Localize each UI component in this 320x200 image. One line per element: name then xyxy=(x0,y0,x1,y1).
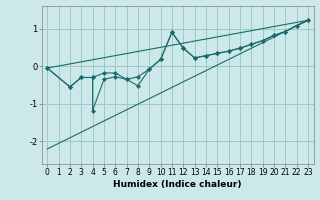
X-axis label: Humidex (Indice chaleur): Humidex (Indice chaleur) xyxy=(113,180,242,189)
